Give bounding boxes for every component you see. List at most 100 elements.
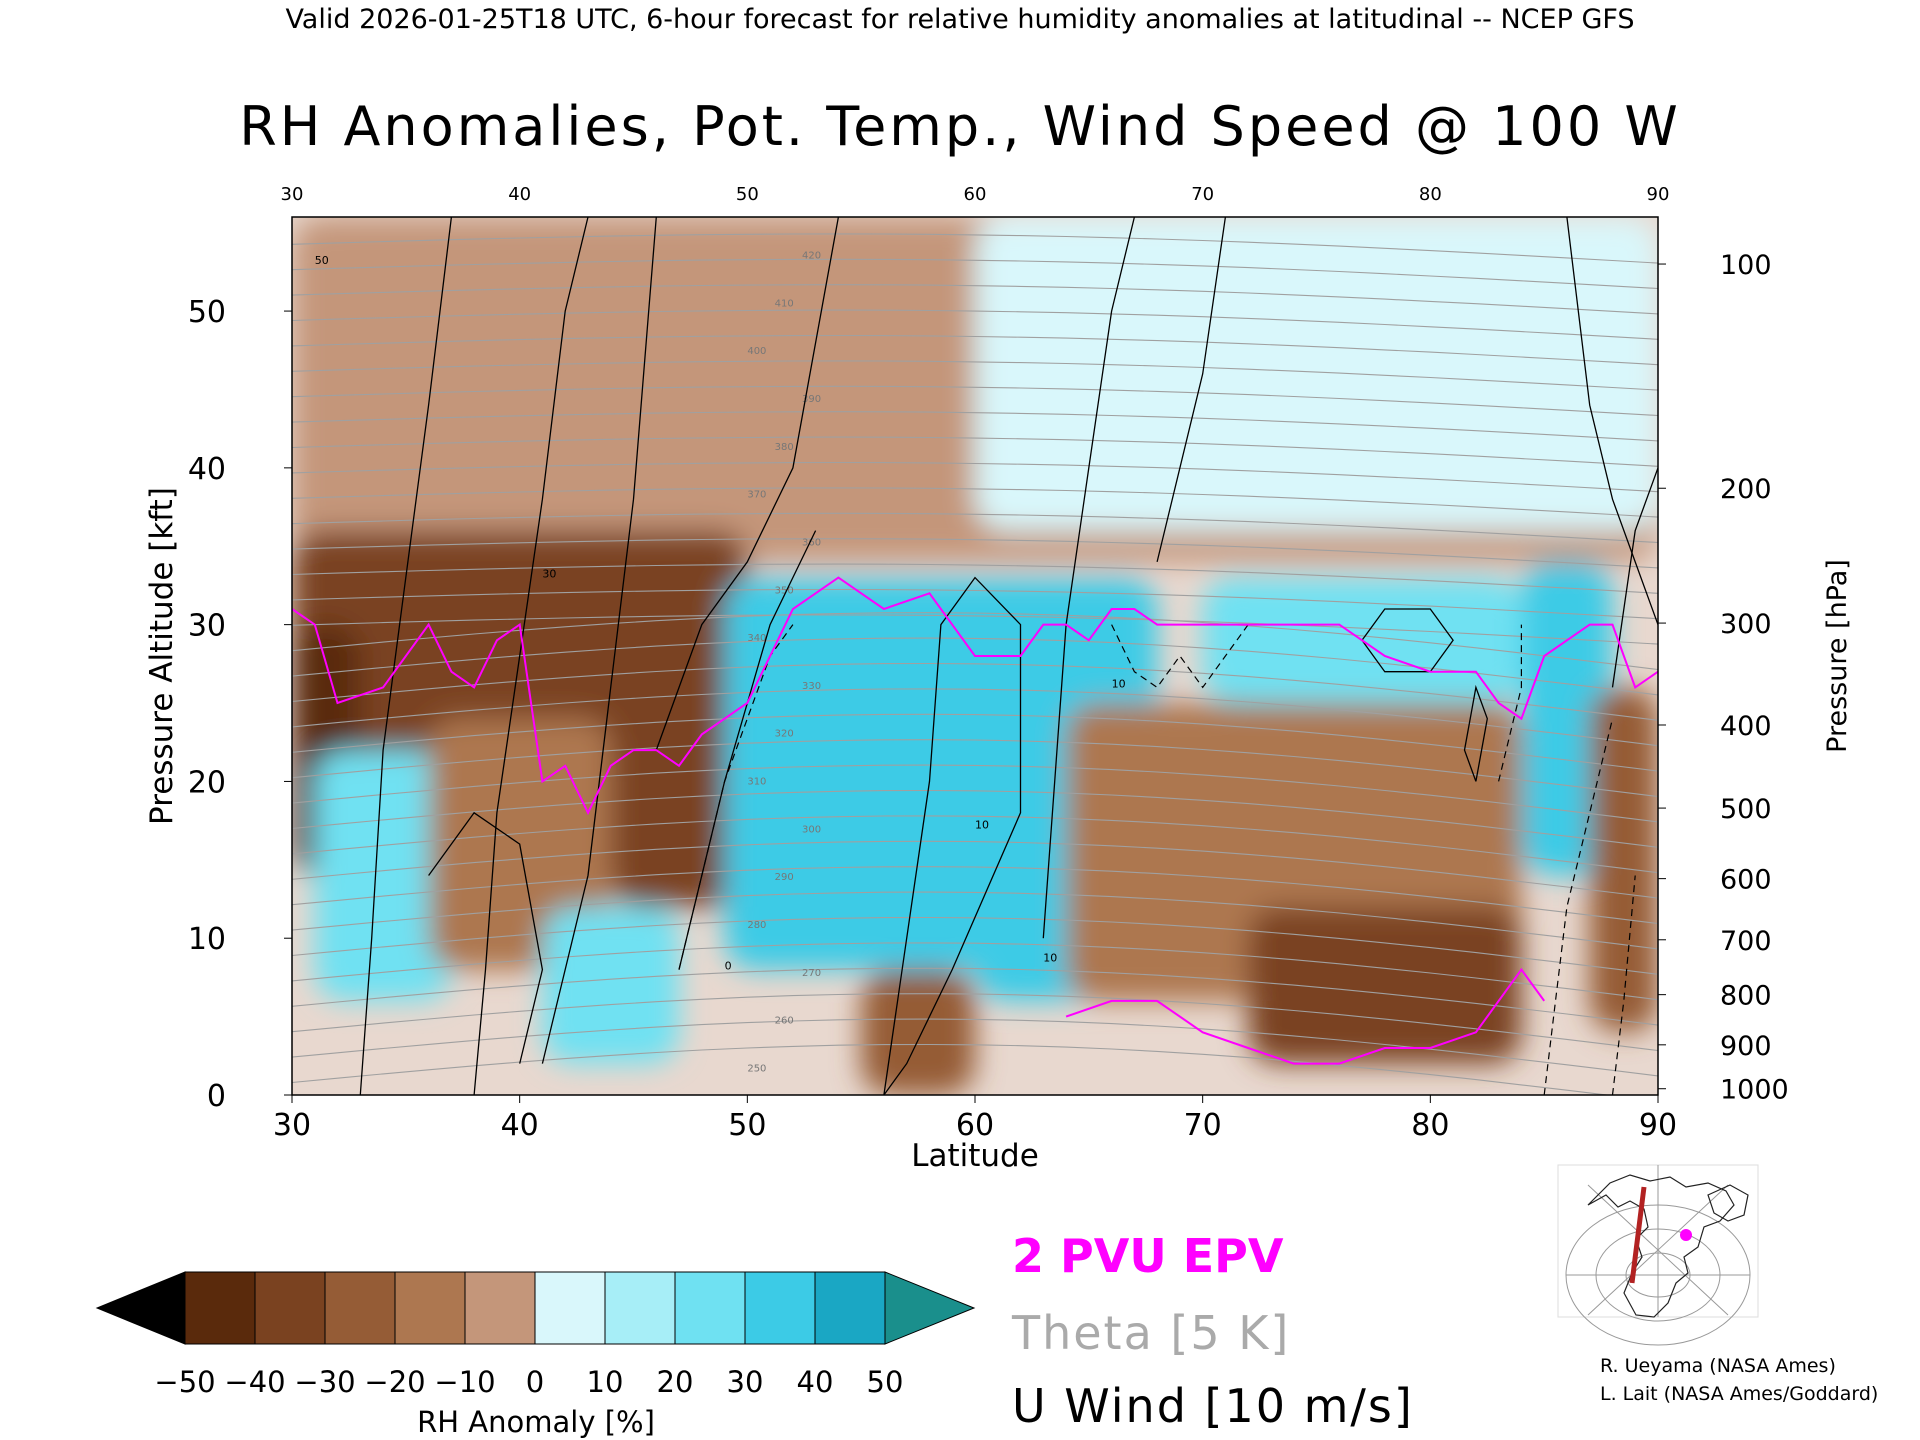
theta-contour xyxy=(292,360,1658,391)
wind-contour-label: 10 xyxy=(1112,677,1126,690)
pressure-tick-label: 700 xyxy=(1720,926,1772,957)
wind-contour-label: 10 xyxy=(975,818,989,831)
theta-contour xyxy=(292,942,1658,1001)
x-top-tick-label: 80 xyxy=(1419,184,1442,205)
wind-contours: 0 10 10 30 50 10 0 xyxy=(315,217,1658,1095)
wind-contour xyxy=(1566,217,1658,625)
pressure-tick-label: 300 xyxy=(1720,609,1772,640)
theta-contour xyxy=(292,538,1658,569)
theta-contour xyxy=(292,739,1658,798)
wind-contour-negative xyxy=(1111,624,1249,689)
humidity-region xyxy=(861,969,975,1095)
legend-epv: 2 PVU EPV xyxy=(1012,1229,1284,1283)
x-top-tick-label: 90 xyxy=(1647,184,1670,205)
credit-line-1: R. Ueyama (NASA Ames) xyxy=(1600,1355,1836,1377)
x-tick-label: 90 xyxy=(1639,1108,1677,1143)
colorbar-tick-label: −10 xyxy=(434,1365,495,1399)
pressure-tick-label: 100 xyxy=(1720,250,1772,281)
humidity-region xyxy=(314,750,452,1001)
theta-contour xyxy=(292,512,1658,544)
colorbar-swatch xyxy=(534,1271,606,1345)
x-tick-label: 70 xyxy=(1184,1108,1222,1143)
wind-contour xyxy=(541,217,657,1064)
theta-contour xyxy=(292,713,1658,772)
theta-contour xyxy=(292,436,1658,467)
theta-contour xyxy=(292,309,1658,340)
theta-contour xyxy=(292,233,1658,264)
colorbar-tick-label: −50 xyxy=(154,1365,215,1399)
wind-contour-label: 10 xyxy=(1043,952,1057,965)
colorbar-swatch xyxy=(464,1271,536,1345)
wind-contour-negative xyxy=(1498,624,1522,782)
pressure-tick-label: 800 xyxy=(1720,981,1772,1012)
theta-label: 380 xyxy=(775,442,794,453)
x-tick-label: 40 xyxy=(501,1108,539,1143)
wind-contour xyxy=(655,217,840,751)
theta-label: 280 xyxy=(747,920,766,931)
cross-section-line xyxy=(1629,1186,1647,1284)
colorbar-tick-label: 10 xyxy=(587,1365,624,1399)
wind-contour xyxy=(428,811,544,1064)
colorbar-over-arrow xyxy=(884,1271,976,1345)
colorbar-swatch xyxy=(254,1271,326,1345)
colorbar-tick-label: 40 xyxy=(797,1365,834,1399)
colorbar-swatch xyxy=(744,1271,816,1345)
y-tick-label: 0 xyxy=(207,1079,226,1114)
theta-label: 360 xyxy=(802,537,821,548)
theta-contour xyxy=(292,840,1658,899)
x-tick-label: 80 xyxy=(1411,1108,1449,1143)
humidity-field xyxy=(292,217,1658,1095)
theta-label: 350 xyxy=(775,585,794,596)
credit-line-2: L. Lait (NASA Ames/Goddard) xyxy=(1600,1383,1878,1405)
theta-contour xyxy=(292,411,1658,442)
x-top-tick-label: 30 xyxy=(281,184,304,205)
location-marker xyxy=(1680,1229,1692,1241)
pressure-tick-label: 400 xyxy=(1720,711,1772,742)
colorbar-swatch xyxy=(604,1271,676,1345)
wind-contour xyxy=(1463,684,1488,782)
colorbar-tick-label: −40 xyxy=(224,1365,285,1399)
wind-contour xyxy=(473,217,589,1095)
header-caption: Valid 2026-01-25T18 UTC, 6-hour forecast… xyxy=(285,4,1634,35)
x-top-tick-label: 70 xyxy=(1191,184,1214,205)
legend-theta: Theta [5 K] xyxy=(1011,1306,1290,1360)
theta-contour xyxy=(292,284,1658,315)
theta-contour xyxy=(292,815,1658,874)
theta-contour xyxy=(292,588,1658,620)
y2-axis-label: Pressure [hPa] xyxy=(1822,559,1853,753)
colorbar-tick-label: 50 xyxy=(867,1365,904,1399)
humidity-region xyxy=(1248,906,1522,1064)
wind-contour-label: 50 xyxy=(315,254,329,267)
colorbar-tick-label: −30 xyxy=(294,1365,355,1399)
theta-label: 410 xyxy=(775,298,794,309)
humidity-region xyxy=(1589,687,1658,1033)
x-axis-bottom: 30 40 50 60 70 80 90 xyxy=(273,1095,1677,1143)
x-tick-label: 30 xyxy=(273,1108,311,1143)
wind-contour-label: 30 xyxy=(542,568,556,581)
x-top-tick-label: 40 xyxy=(508,184,531,205)
pressure-tick-label: 200 xyxy=(1720,474,1772,505)
pressure-tick-label: 500 xyxy=(1720,794,1772,825)
epv-contour xyxy=(1065,967,1546,1065)
chart-title: RH Anomalies, Pot. Temp., Wind Speed @ 1… xyxy=(239,95,1681,158)
theta-contour xyxy=(292,993,1658,1052)
pressure-tick-label: 600 xyxy=(1720,865,1772,896)
theta-contour xyxy=(292,258,1658,290)
pressure-tick-label: 1000 xyxy=(1720,1075,1789,1106)
theta-label: 340 xyxy=(747,633,766,644)
inset-map xyxy=(1557,1164,1759,1346)
y-tick-label: 50 xyxy=(188,295,226,330)
humidity-region xyxy=(542,906,680,1064)
y-axis-right: 100 200 300 400 500 600 700 800 900 1000 xyxy=(1658,250,1789,1106)
theta-contour xyxy=(292,461,1658,493)
theta-contour xyxy=(292,688,1658,747)
y-axis-label: Pressure Altitude [kft] xyxy=(144,487,180,825)
wind-contour xyxy=(1042,217,1136,939)
wind-contour xyxy=(1611,467,1658,688)
theta-label: 370 xyxy=(747,490,766,501)
theta-contour xyxy=(292,662,1658,721)
colorbar: −50 −40 −30 −20 −10 0 10 20 30 40 50 xyxy=(95,1271,976,1399)
theta-contour xyxy=(292,334,1658,366)
wind-contour xyxy=(359,217,453,1095)
theta-contour xyxy=(292,789,1658,848)
